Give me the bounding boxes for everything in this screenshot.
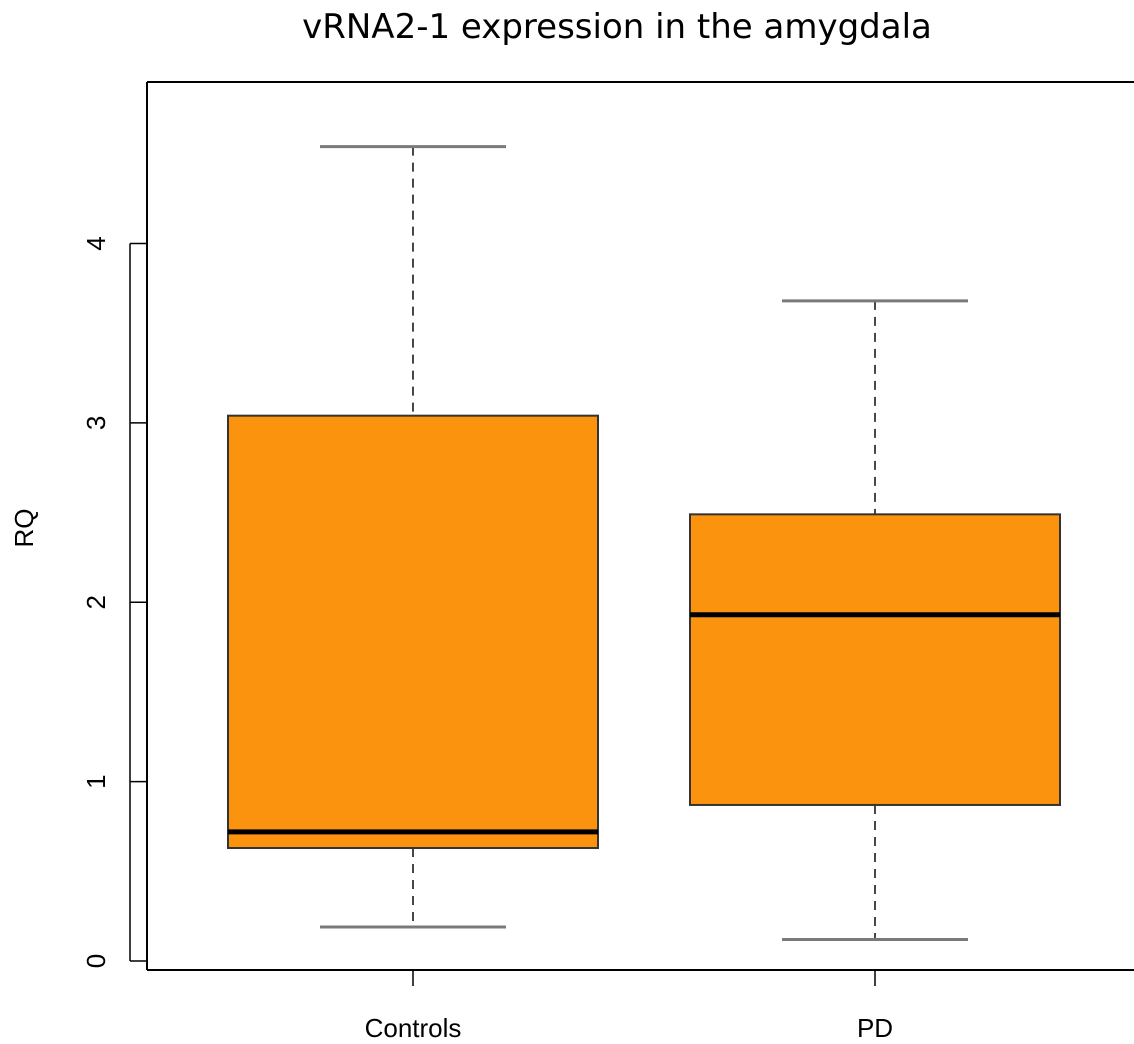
y-tick-label: 0 bbox=[81, 954, 111, 968]
y-tick-label: 3 bbox=[81, 416, 111, 430]
x-tick-label: PD bbox=[857, 1013, 893, 1043]
box-group-controls bbox=[227, 145, 599, 929]
y-axis: 0 1 2 3 4 bbox=[81, 236, 147, 968]
y-tick-label: 1 bbox=[81, 774, 111, 788]
chart-title: vRNA2-1 expression in the amygdala bbox=[302, 7, 932, 47]
box-group-pd bbox=[689, 299, 1061, 942]
y-tick-label: 4 bbox=[81, 236, 111, 250]
y-tick-label: 2 bbox=[81, 595, 111, 609]
x-axis: Controls PD bbox=[365, 969, 893, 1043]
x-tick-label: Controls bbox=[365, 1013, 462, 1043]
box-iqr bbox=[689, 513, 1061, 806]
y-axis-label: RQ bbox=[9, 509, 39, 548]
box-series bbox=[227, 145, 1061, 942]
box-iqr bbox=[227, 414, 599, 850]
